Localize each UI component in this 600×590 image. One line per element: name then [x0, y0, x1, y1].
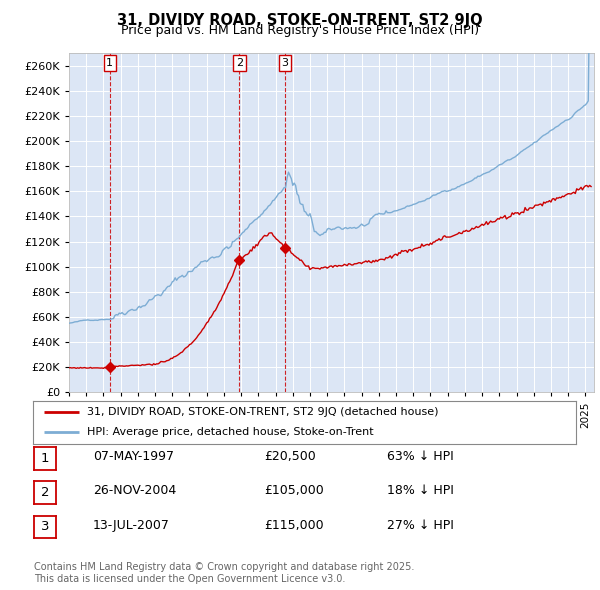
Text: £115,000: £115,000 [264, 519, 323, 532]
Text: 18% ↓ HPI: 18% ↓ HPI [387, 484, 454, 497]
Text: 3: 3 [41, 520, 49, 533]
Text: Contains HM Land Registry data © Crown copyright and database right 2025.
This d: Contains HM Land Registry data © Crown c… [34, 562, 415, 584]
Text: £20,500: £20,500 [264, 450, 316, 463]
Text: £105,000: £105,000 [264, 484, 324, 497]
Text: 2: 2 [236, 58, 243, 68]
Text: 63% ↓ HPI: 63% ↓ HPI [387, 450, 454, 463]
Text: 13-JUL-2007: 13-JUL-2007 [93, 519, 170, 532]
Text: 3: 3 [281, 58, 289, 68]
Text: Price paid vs. HM Land Registry's House Price Index (HPI): Price paid vs. HM Land Registry's House … [121, 24, 479, 37]
Text: 26-NOV-2004: 26-NOV-2004 [93, 484, 176, 497]
Text: 1: 1 [41, 452, 49, 465]
Text: 1: 1 [106, 58, 113, 68]
Text: 31, DIVIDY ROAD, STOKE-ON-TRENT, ST2 9JQ: 31, DIVIDY ROAD, STOKE-ON-TRENT, ST2 9JQ [117, 12, 483, 28]
Text: 27% ↓ HPI: 27% ↓ HPI [387, 519, 454, 532]
Text: 07-MAY-1997: 07-MAY-1997 [93, 450, 174, 463]
Text: HPI: Average price, detached house, Stoke-on-Trent: HPI: Average price, detached house, Stok… [88, 427, 374, 437]
Text: 2: 2 [41, 486, 49, 499]
Text: 31, DIVIDY ROAD, STOKE-ON-TRENT, ST2 9JQ (detached house): 31, DIVIDY ROAD, STOKE-ON-TRENT, ST2 9JQ… [88, 407, 439, 417]
